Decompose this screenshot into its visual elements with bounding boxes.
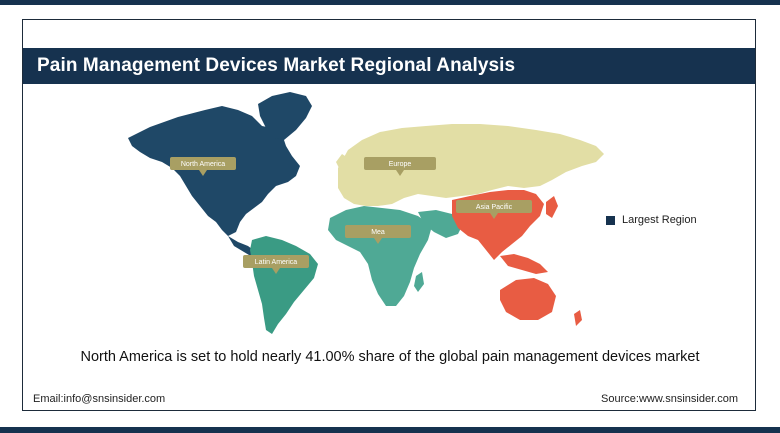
callout-latin-america: Latin America — [243, 255, 309, 274]
callout-asia-pacific: Asia Pacific — [456, 200, 532, 219]
north-america-shape — [128, 106, 300, 236]
europe-shape — [338, 124, 604, 206]
region-latin-america — [250, 236, 318, 334]
southeast-asia-shape — [500, 254, 548, 274]
map-legend: Largest Region — [606, 213, 697, 227]
callout-north-america: North America — [170, 157, 236, 176]
callout-label-latin-america: Latin America — [255, 259, 298, 266]
region-north-america — [128, 92, 312, 258]
callout-label-mea: Mea — [371, 229, 385, 236]
region-europe — [336, 124, 604, 206]
legend-label: Largest Region — [622, 214, 697, 226]
uk-shape — [336, 154, 348, 170]
callout-label-north-america: North America — [181, 161, 225, 168]
africa-shape — [328, 206, 432, 306]
bottom-stripe — [0, 427, 780, 433]
japan-shape — [546, 196, 558, 218]
page-title: Pain Management Devices Market Regional … — [23, 48, 755, 84]
region-mea — [328, 206, 464, 306]
australia-shape — [500, 278, 556, 320]
top-stripe — [0, 0, 780, 5]
headline-statement: North America is set to hold nearly 41.0… — [80, 349, 700, 365]
footer-email: Email:info@snsinsider.com — [33, 393, 166, 405]
new-zealand-shape — [574, 310, 582, 326]
callout-europe: Europe — [364, 157, 436, 176]
greenland-shape — [258, 92, 312, 140]
madagascar-shape — [414, 272, 424, 292]
latin-america-shape — [250, 236, 318, 334]
callout-label-europe: Europe — [389, 161, 412, 168]
footer-source: Source:www.snsinsider.com — [601, 393, 738, 405]
callout-label-asia-pacific: Asia Pacific — [476, 204, 513, 211]
legend-swatch — [606, 215, 615, 225]
callout-mea: Mea — [345, 225, 411, 244]
